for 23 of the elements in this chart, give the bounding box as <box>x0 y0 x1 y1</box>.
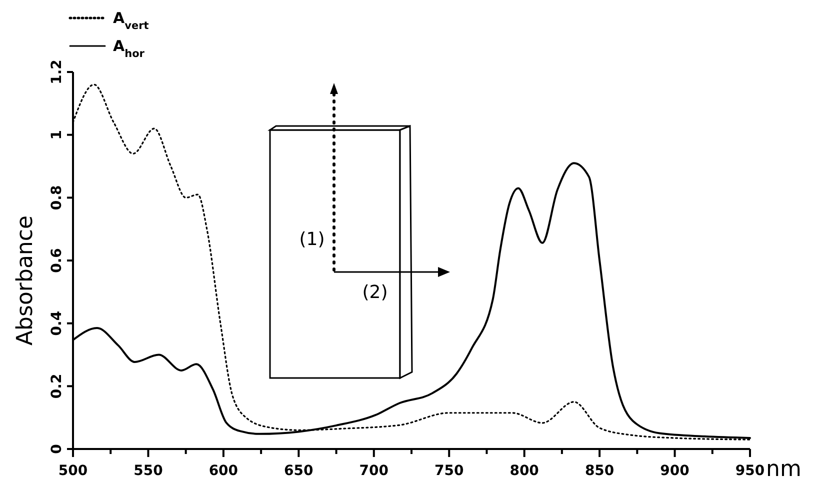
x-tick-label: 500 <box>58 463 88 479</box>
y-tick-label: 1 <box>49 130 65 140</box>
annotation: (1) <box>299 229 325 250</box>
x-tick-label: 600 <box>208 463 238 479</box>
y-tick-label: 0.2 <box>49 374 65 399</box>
x-tick-label: 700 <box>359 463 389 479</box>
y-tick-label: 0 <box>49 444 65 454</box>
x-tick-label: 750 <box>434 463 464 479</box>
annotation: (2) <box>362 282 388 303</box>
legend-label: A$_{hor}$ <box>113 37 146 60</box>
y-tick-label: 1.2 <box>49 60 65 84</box>
x-tick-label: 550 <box>134 463 164 479</box>
x-tick-label: 900 <box>660 463 690 479</box>
x-tick-label: 850 <box>584 463 614 479</box>
y-tick-label: 0.6 <box>49 248 65 273</box>
y-tick-label: 0.8 <box>49 185 65 210</box>
legend-label: A$_{vert}$ <box>113 9 149 32</box>
x-tick-label: 650 <box>284 463 314 479</box>
y-tick-label: 0.4 <box>49 310 65 336</box>
x-axis-title: nm <box>766 457 802 480</box>
x-tick-label: 800 <box>510 463 540 479</box>
x-tick-label: 950 <box>735 463 765 479</box>
y-axis-title: Absorbance <box>13 215 38 346</box>
